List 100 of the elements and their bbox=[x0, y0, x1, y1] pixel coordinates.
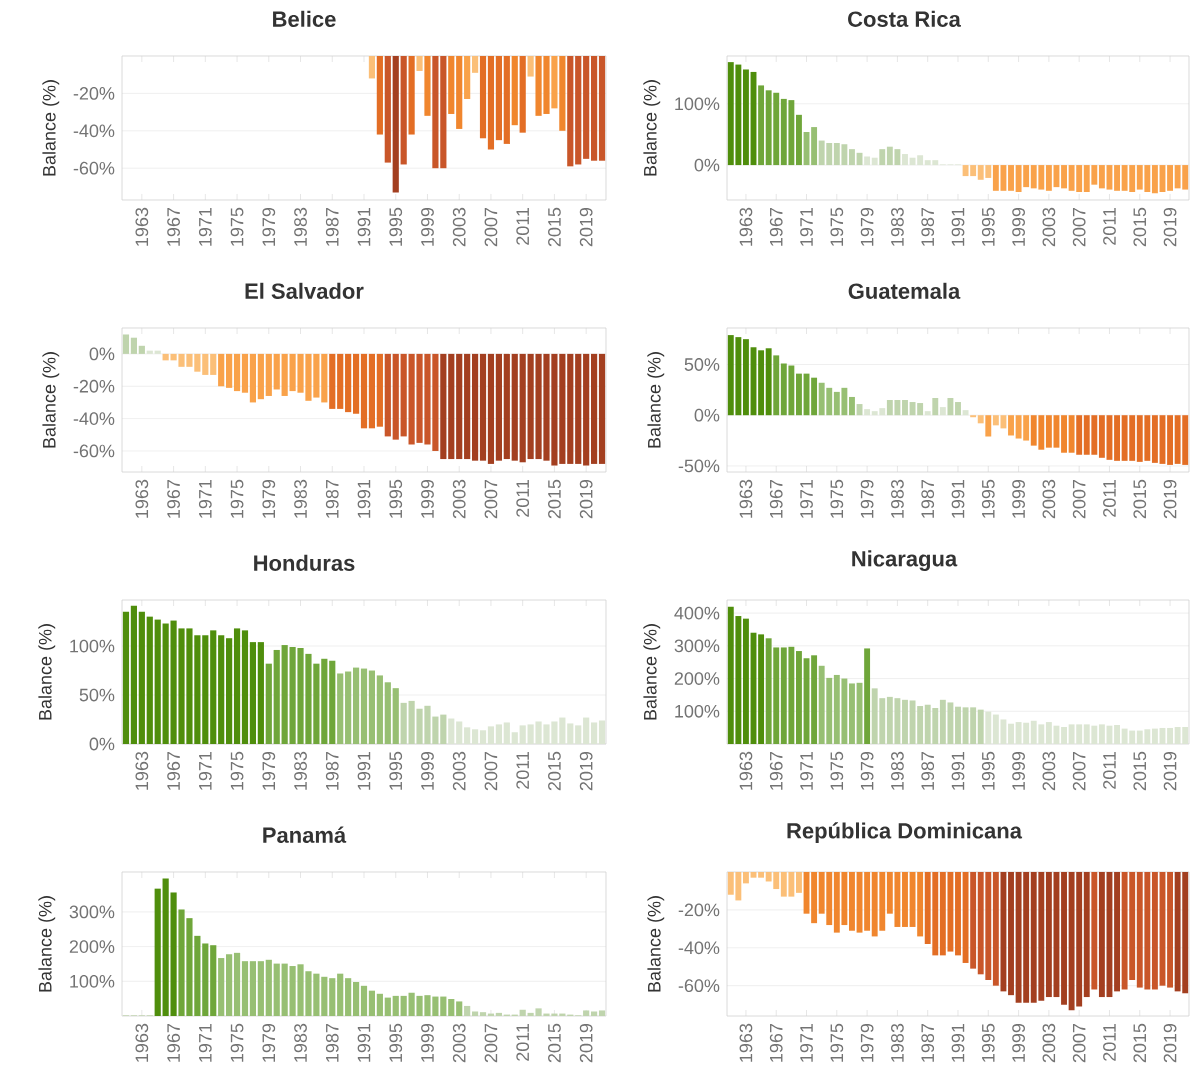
bar bbox=[345, 353, 352, 413]
x-tick-label: 1971 bbox=[800, 479, 813, 518]
x-tick-label: 2015 bbox=[548, 207, 561, 247]
x-tick-label: 1971 bbox=[198, 479, 212, 518]
bar bbox=[138, 345, 145, 354]
y-tick-label: -50% bbox=[678, 459, 720, 473]
y-axis-title: Balance (%) bbox=[647, 352, 665, 448]
bar bbox=[368, 670, 376, 744]
bar bbox=[376, 993, 383, 1016]
bar bbox=[1061, 415, 1067, 453]
x-tick-label: 1987 bbox=[921, 207, 935, 246]
x-tick-label: 1991 bbox=[951, 207, 965, 246]
bar bbox=[479, 1012, 487, 1016]
x-tick-label: 1991 bbox=[357, 207, 371, 246]
bar bbox=[202, 943, 209, 1016]
bar bbox=[598, 353, 606, 464]
bar bbox=[273, 649, 280, 744]
x-tick-label: 2003 bbox=[452, 751, 466, 791]
bar bbox=[758, 350, 765, 416]
x-tick-label: 1971 bbox=[800, 1023, 813, 1062]
bar bbox=[519, 353, 526, 463]
bar bbox=[329, 978, 336, 1016]
bar bbox=[345, 978, 352, 1016]
x-tick-label: 1963 bbox=[135, 479, 149, 518]
bar bbox=[598, 1010, 606, 1016]
x-tick-label: 2015 bbox=[548, 751, 561, 791]
bar bbox=[202, 353, 209, 375]
y-axis-title: Balance (%) bbox=[42, 80, 60, 176]
bar bbox=[241, 353, 249, 393]
bar bbox=[265, 663, 272, 744]
x-tick-label: 2007 bbox=[1072, 751, 1086, 791]
bar bbox=[130, 605, 137, 744]
x-tick-label: 1971 bbox=[800, 751, 813, 790]
bar bbox=[257, 961, 264, 1016]
bar bbox=[448, 353, 455, 460]
x-tick-label: 2019 bbox=[579, 751, 593, 791]
bar bbox=[985, 415, 992, 437]
x-tick-label: 2011 bbox=[1103, 479, 1116, 517]
bar bbox=[591, 1011, 598, 1016]
bar bbox=[1114, 725, 1120, 744]
bar bbox=[487, 353, 495, 464]
x-tick-label: 2007 bbox=[484, 207, 498, 247]
bar bbox=[218, 958, 225, 1016]
bar bbox=[352, 667, 360, 744]
x-tick-label: 1995 bbox=[981, 207, 995, 246]
y-tick-label: 50% bbox=[79, 688, 115, 702]
bar bbox=[479, 353, 487, 461]
bar bbox=[503, 722, 510, 744]
chart-title: Guatemala bbox=[848, 282, 961, 299]
x-tick-label: 1971 bbox=[198, 207, 212, 246]
bar bbox=[352, 353, 360, 414]
x-tick-label: 2007 bbox=[484, 751, 498, 791]
x-tick-label: 2011 bbox=[516, 1023, 530, 1061]
bar bbox=[257, 642, 264, 744]
x-tick-label: 1995 bbox=[389, 1023, 403, 1062]
bar bbox=[583, 717, 590, 744]
x-tick-label: 1983 bbox=[891, 751, 904, 790]
bar bbox=[970, 415, 977, 418]
bar bbox=[337, 673, 344, 744]
bar bbox=[849, 683, 855, 744]
bar bbox=[849, 149, 855, 166]
bar bbox=[456, 353, 463, 460]
bar bbox=[400, 353, 407, 437]
y-tick-label: 300% bbox=[69, 905, 115, 919]
bar bbox=[265, 353, 272, 396]
bar bbox=[464, 1005, 471, 1016]
bar bbox=[440, 353, 447, 460]
bar bbox=[796, 373, 802, 416]
bar bbox=[871, 157, 878, 166]
bar bbox=[567, 353, 574, 464]
x-tick-label: 1971 bbox=[198, 1023, 212, 1062]
x-tick-label: 2003 bbox=[1042, 479, 1056, 519]
bar bbox=[226, 353, 233, 388]
bar bbox=[249, 642, 257, 744]
y-axis-title: Balance (%) bbox=[643, 624, 661, 720]
bar bbox=[939, 407, 946, 416]
x-tick-label: 1983 bbox=[891, 479, 904, 518]
x-tick-label: 2015 bbox=[1133, 207, 1147, 247]
bar bbox=[210, 945, 217, 1016]
y-tick-label: 0% bbox=[89, 347, 115, 361]
bar bbox=[742, 69, 749, 166]
x-tick-label: 1987 bbox=[921, 751, 935, 790]
bar bbox=[1008, 723, 1014, 744]
bar bbox=[345, 671, 352, 744]
y-tick-label: -60% bbox=[678, 979, 720, 993]
y-tick-label: -40% bbox=[678, 941, 720, 955]
x-tick-label: 2007 bbox=[484, 1023, 498, 1063]
bar bbox=[765, 348, 772, 416]
bar bbox=[932, 397, 939, 416]
x-tick-label: 2011 bbox=[516, 207, 530, 245]
bar bbox=[321, 976, 328, 1016]
bar bbox=[811, 655, 818, 744]
x-tick-label: 2015 bbox=[1133, 1023, 1147, 1063]
bar bbox=[1061, 165, 1067, 189]
bar bbox=[924, 411, 931, 416]
bar bbox=[241, 961, 249, 1016]
x-tick-label: 2019 bbox=[1163, 1023, 1177, 1063]
bar bbox=[583, 353, 590, 466]
bar bbox=[218, 353, 225, 387]
bar bbox=[495, 353, 502, 461]
